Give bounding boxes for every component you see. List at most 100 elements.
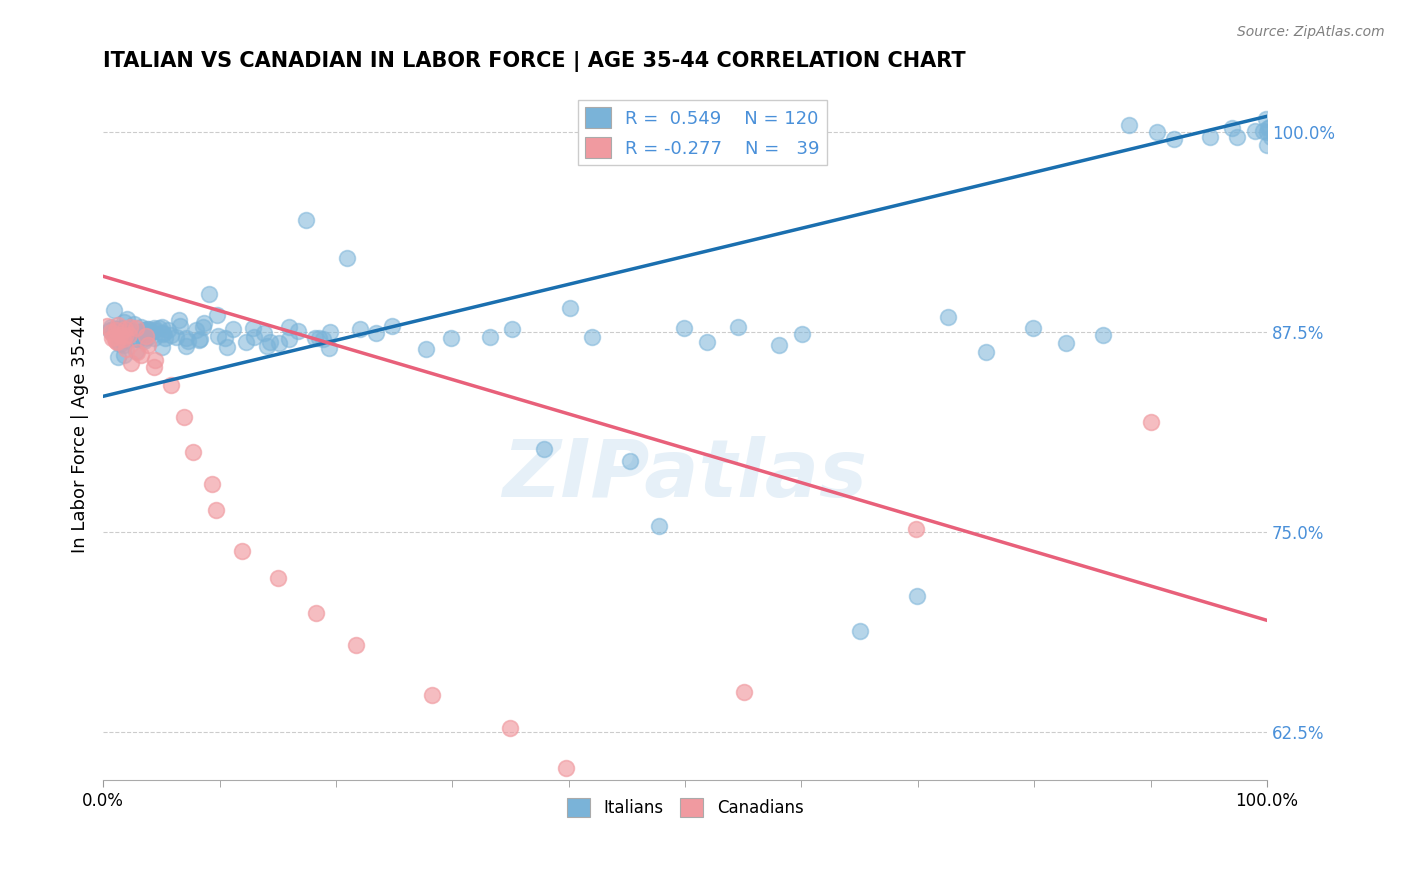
Point xyxy=(267,571,290,585)
Point xyxy=(100,325,122,339)
Point xyxy=(173,410,195,425)
Point xyxy=(1256,112,1278,126)
Point xyxy=(205,308,228,322)
Point xyxy=(150,340,173,354)
Point xyxy=(259,334,281,349)
Point xyxy=(222,322,245,336)
Point xyxy=(344,638,367,652)
Point xyxy=(152,327,174,342)
Point xyxy=(319,325,342,339)
Point xyxy=(1256,125,1278,139)
Point xyxy=(169,318,191,333)
Text: ITALIAN VS CANADIAN IN LABOR FORCE | AGE 35-44 CORRELATION CHART: ITALIAN VS CANADIAN IN LABOR FORCE | AGE… xyxy=(103,51,966,71)
Point xyxy=(1054,335,1077,350)
Point xyxy=(111,332,134,346)
Point xyxy=(174,330,197,344)
Point xyxy=(188,333,211,347)
Point xyxy=(198,287,221,301)
Point xyxy=(1118,119,1140,133)
Point xyxy=(108,335,131,350)
Point xyxy=(243,330,266,344)
Point xyxy=(127,332,149,346)
Point xyxy=(107,318,129,332)
Point xyxy=(420,688,443,702)
Point xyxy=(153,330,176,344)
Point xyxy=(159,377,181,392)
Point xyxy=(184,323,207,337)
Point xyxy=(336,251,359,265)
Point xyxy=(107,351,129,365)
Point xyxy=(651,823,673,838)
Point xyxy=(118,328,141,343)
Point xyxy=(115,312,138,326)
Point xyxy=(105,325,128,339)
Point xyxy=(183,445,205,459)
Point xyxy=(96,319,118,334)
Point xyxy=(235,334,257,349)
Point xyxy=(103,303,125,318)
Point xyxy=(256,339,278,353)
Point xyxy=(125,321,148,335)
Point xyxy=(114,322,136,336)
Point xyxy=(121,324,143,338)
Point xyxy=(415,342,437,356)
Point xyxy=(142,359,165,374)
Point xyxy=(132,323,155,337)
Point xyxy=(1244,124,1267,138)
Point xyxy=(129,320,152,334)
Point xyxy=(439,331,461,345)
Point xyxy=(114,329,136,343)
Text: Source: ZipAtlas.com: Source: ZipAtlas.com xyxy=(1237,25,1385,39)
Point xyxy=(1226,130,1249,145)
Point xyxy=(619,454,641,468)
Point xyxy=(188,332,211,346)
Point xyxy=(295,213,318,227)
Point xyxy=(1163,132,1185,146)
Point xyxy=(136,338,159,352)
Point xyxy=(112,338,135,352)
Point xyxy=(231,544,253,558)
Point xyxy=(114,315,136,329)
Point xyxy=(142,321,165,335)
Point xyxy=(131,330,153,344)
Point xyxy=(1258,120,1281,134)
Point xyxy=(1260,129,1282,144)
Point xyxy=(648,519,671,533)
Point xyxy=(136,330,159,344)
Point xyxy=(105,323,128,337)
Point xyxy=(131,348,153,362)
Point xyxy=(696,335,718,350)
Point xyxy=(148,321,170,335)
Point xyxy=(104,334,127,348)
Point xyxy=(105,322,128,336)
Point xyxy=(318,341,340,355)
Point xyxy=(191,320,214,334)
Point xyxy=(848,624,870,639)
Point xyxy=(127,325,149,339)
Point xyxy=(974,345,997,359)
Point xyxy=(560,301,582,315)
Point xyxy=(177,334,200,348)
Legend: Italians, Canadians: Italians, Canadians xyxy=(560,791,810,824)
Point xyxy=(193,316,215,330)
Point xyxy=(555,761,578,775)
Point xyxy=(122,317,145,331)
Point xyxy=(217,340,239,354)
Point xyxy=(142,331,165,345)
Point xyxy=(103,330,125,344)
Point xyxy=(1022,321,1045,335)
Point xyxy=(160,328,183,343)
Point xyxy=(905,589,928,603)
Point xyxy=(201,476,224,491)
Point xyxy=(138,321,160,335)
Point xyxy=(165,330,187,344)
Point xyxy=(768,338,790,352)
Y-axis label: In Labor Force | Age 35-44: In Labor Force | Age 35-44 xyxy=(72,315,89,553)
Point xyxy=(110,320,132,334)
Point xyxy=(120,319,142,334)
Point xyxy=(135,324,157,338)
Point xyxy=(499,722,522,736)
Point xyxy=(127,332,149,346)
Point xyxy=(132,334,155,348)
Point xyxy=(349,322,371,336)
